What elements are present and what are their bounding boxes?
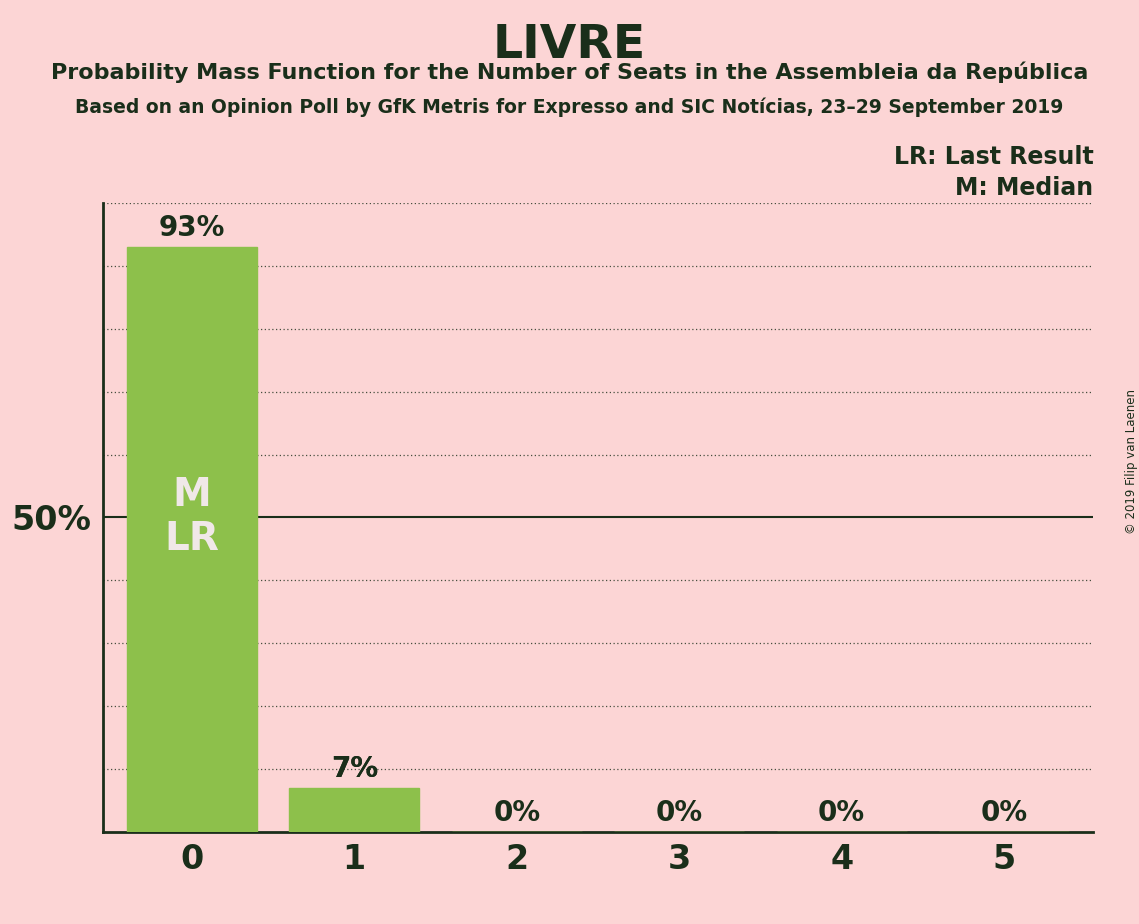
Text: M: Median: M: Median: [956, 176, 1093, 201]
Text: 0%: 0%: [818, 798, 866, 827]
Text: 93%: 93%: [158, 214, 226, 242]
Bar: [126, 248, 256, 832]
Bar: [289, 787, 419, 832]
Text: LIVRE: LIVRE: [493, 23, 646, 68]
Text: 0%: 0%: [493, 798, 540, 827]
Text: 0%: 0%: [981, 798, 1027, 827]
Text: Based on an Opinion Poll by GfK Metris for Expresso and SIC Notícias, 23–29 Sept: Based on an Opinion Poll by GfK Metris f…: [75, 97, 1064, 116]
Text: 7%: 7%: [330, 755, 378, 783]
Text: Probability Mass Function for the Number of Seats in the Assembleia da República: Probability Mass Function for the Number…: [51, 62, 1088, 83]
Text: © 2019 Filip van Laenen: © 2019 Filip van Laenen: [1124, 390, 1138, 534]
Text: 7%: 7%: [330, 755, 378, 783]
Text: 0%: 0%: [656, 798, 703, 827]
Text: LR: Last Result: LR: Last Result: [894, 145, 1093, 169]
Text: M
LR: M LR: [164, 477, 220, 558]
